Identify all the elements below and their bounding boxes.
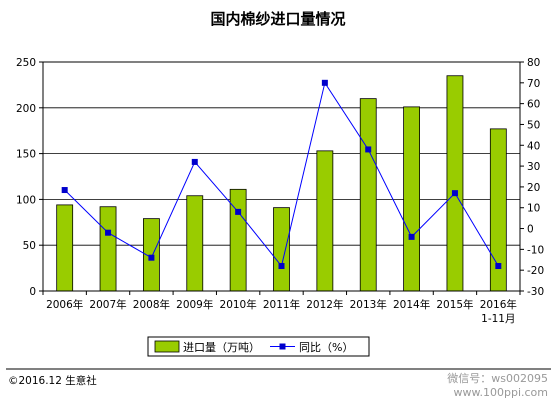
watermark-text: 微信号：ws002095 bbox=[447, 371, 548, 385]
y-right-tick-label: 40 bbox=[527, 140, 540, 152]
y-left-tick-label: 150 bbox=[16, 149, 36, 161]
x-tick-label: 2008年 bbox=[133, 298, 170, 311]
x-tick-label: 2011年 bbox=[263, 298, 300, 311]
bar bbox=[56, 204, 74, 292]
y-left-tick-label: 200 bbox=[16, 103, 36, 115]
line-point bbox=[105, 229, 112, 236]
y-right-tick-label: 70 bbox=[527, 78, 540, 90]
bar bbox=[316, 150, 334, 292]
x-tick-label: 2015年 bbox=[436, 298, 473, 311]
bar bbox=[359, 98, 377, 292]
x-tick-label: 2016年 bbox=[480, 298, 517, 311]
y-left-tick-label: 100 bbox=[16, 194, 36, 206]
y-left-tick-label: 50 bbox=[23, 240, 36, 252]
legend-bar-swatch bbox=[154, 340, 180, 353]
bar bbox=[99, 206, 117, 292]
axes: 0 50 100 150 200 250 -30 -20 -10 0 10 20 30 40 50 60 70 8… bbox=[16, 57, 544, 325]
y-right-tick-label: 30 bbox=[527, 161, 540, 173]
legend-line-label: 同比（%） bbox=[299, 341, 353, 354]
watermark-url: www.100ppi.com bbox=[454, 386, 548, 399]
line-point bbox=[191, 158, 198, 165]
y-left-tick-label: 0 bbox=[29, 286, 36, 298]
x-tick-label: 2010年 bbox=[220, 298, 257, 311]
legend-line-marker bbox=[279, 343, 286, 350]
footer-copyright: ©2016.12 生意社 bbox=[8, 374, 97, 387]
y-right-tick-label: 0 bbox=[527, 224, 534, 236]
x-tick-label: 2009年 bbox=[176, 298, 213, 311]
line-point bbox=[495, 263, 502, 270]
bar bbox=[273, 207, 290, 292]
line-point bbox=[61, 187, 68, 194]
x-tick-label: 2013年 bbox=[350, 298, 387, 311]
bar bbox=[229, 188, 247, 292]
legend: 进口量（万吨） 同比（%） bbox=[147, 336, 370, 357]
line-point bbox=[148, 254, 155, 261]
legend-box bbox=[147, 336, 370, 357]
y-right-tick-label: 50 bbox=[527, 119, 540, 131]
line-point bbox=[278, 263, 285, 270]
x-tick-label: 1-11月 bbox=[481, 313, 515, 325]
y-right-tick-label: -30 bbox=[527, 286, 544, 298]
legend-bar-label: 进口量（万吨） bbox=[183, 341, 260, 354]
chart-title: 国内棉纱进口量情况 bbox=[210, 10, 345, 28]
y-right-tick-label: 80 bbox=[527, 57, 540, 69]
x-tick-label: 2006年 bbox=[46, 298, 83, 311]
x-tick-label: 2012年 bbox=[306, 298, 343, 311]
y-right-tick-label: 10 bbox=[527, 203, 540, 215]
x-tick-label: 2007年 bbox=[89, 298, 126, 311]
x-tick-label: 2014年 bbox=[393, 298, 430, 311]
line-point bbox=[365, 146, 372, 153]
line-series bbox=[61, 79, 502, 270]
bar bbox=[186, 195, 204, 292]
y-right-tick-label: -20 bbox=[527, 265, 544, 277]
bar bbox=[403, 106, 420, 292]
bar bbox=[446, 75, 464, 292]
line-point bbox=[408, 233, 415, 240]
line-point bbox=[235, 208, 242, 215]
y-right-tick-label: 20 bbox=[527, 182, 540, 194]
line-point bbox=[451, 190, 458, 197]
plot-border bbox=[42, 61, 521, 292]
y-right-tick-label: 60 bbox=[527, 99, 540, 111]
y-left-tick-label: 250 bbox=[16, 57, 36, 69]
y-right-tick-label: -10 bbox=[527, 244, 544, 256]
line-point bbox=[321, 79, 328, 86]
